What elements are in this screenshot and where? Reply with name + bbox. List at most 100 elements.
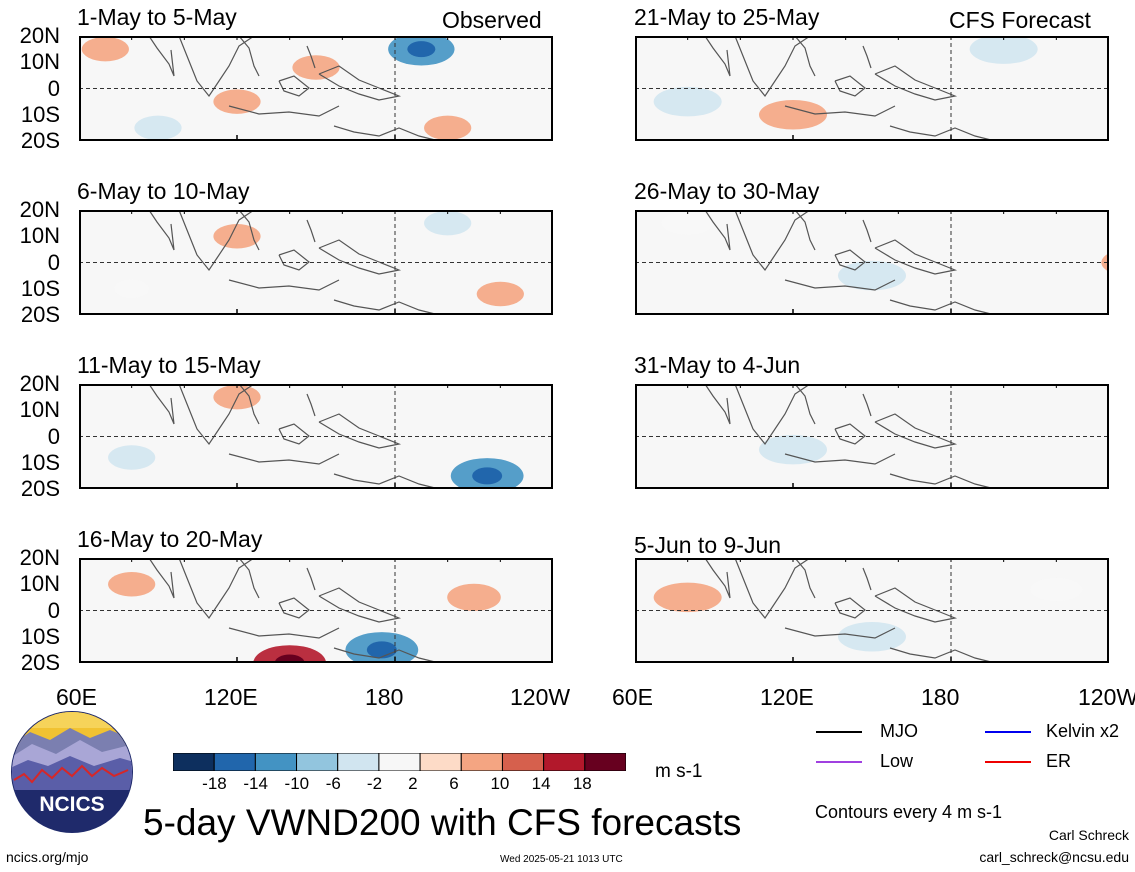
x-tick-60e-left: 60E [56, 684, 97, 710]
y-tick-label: 20N [19, 197, 60, 222]
anomaly-core [366, 641, 397, 659]
y-tick-label: 20S [20, 128, 60, 153]
colorbar-swatch [254, 752, 298, 772]
anomaly-core [407, 41, 436, 58]
coastline [734, 558, 811, 620]
y-tick-label: 10S [20, 623, 60, 649]
coastline [238, 558, 260, 599]
coastline [278, 423, 310, 445]
colorbar-swatch [543, 752, 586, 772]
y-tick-label: 0 [47, 75, 60, 101]
anomaly-blob [653, 86, 722, 117]
anomaly-blob [759, 99, 827, 130]
coastline [333, 473, 440, 489]
panel-frame [635, 558, 1109, 663]
coastline [148, 384, 175, 425]
coastline [178, 36, 255, 98]
coastline [306, 393, 316, 417]
legend-label-kelvin: Kelvin x2 [1046, 721, 1120, 741]
anomaly-blob [661, 211, 714, 235]
x-tick-180-right: 180 [921, 684, 960, 710]
anomaly-blob [253, 645, 327, 663]
anomaly-core [274, 654, 305, 663]
x-tick-180-left: 180 [365, 684, 404, 710]
logo-text: NCICS [39, 793, 104, 816]
panel-frame [635, 36, 1109, 141]
y-tick-label: 10S [20, 275, 60, 301]
coastline [306, 567, 316, 591]
panel-title-2: 6-May to 10-May [77, 178, 250, 204]
map-panel-3 [79, 384, 553, 489]
colorbar-tick-label: 18 [572, 774, 592, 793]
x-tick-120w-left: 120W [510, 684, 571, 710]
y-tick-label: 10S [20, 101, 60, 127]
coastline [333, 647, 440, 663]
footer-timestamp: Wed 2025-05-21 1013 UTC [500, 854, 623, 865]
observed-label: Observed [442, 7, 542, 33]
colorbar-tick-label: -2 [366, 774, 383, 793]
footer-email[interactable]: carl_schreck@ncsu.edu [979, 849, 1129, 865]
y-tick-label: 20N [19, 23, 60, 48]
colorbar-swatch [460, 752, 503, 772]
panel-title-3: 11-May to 15-May [77, 352, 261, 378]
colorbar-tick-label: 2 [408, 774, 418, 793]
coastline [228, 627, 340, 639]
coastline [238, 384, 260, 425]
anomaly-blob [838, 621, 906, 652]
coastline [148, 558, 175, 599]
footer-author: Carl Schreck [1048, 827, 1129, 843]
coastline [228, 279, 340, 291]
coastline [862, 393, 872, 417]
colorbar-units: m s-1 [655, 761, 703, 782]
legend-line-mjo [816, 731, 862, 733]
coastline [784, 279, 896, 291]
ncics-logo[interactable]: NCICS [10, 710, 134, 834]
colorbar-swatch [584, 752, 627, 772]
panel-frame [635, 210, 1109, 315]
coastline [306, 219, 316, 243]
colorbar-swatch [337, 752, 380, 772]
coastline [306, 45, 316, 69]
coastline [278, 249, 310, 271]
panel-frame [79, 384, 553, 489]
panel-frame [635, 384, 1109, 489]
coastline [794, 36, 816, 77]
y-tick-label: 10N [19, 571, 60, 597]
y-tick-label: 20S [20, 650, 60, 675]
footer-site[interactable]: ncics.org/mjo [6, 849, 89, 865]
anomaly-core [472, 467, 503, 485]
coastline [794, 210, 816, 251]
y-tick-label: 10N [19, 223, 60, 249]
x-tick-120e-left: 120E [204, 684, 258, 710]
coastline [794, 558, 816, 599]
coastline [704, 210, 731, 251]
coastline [228, 105, 340, 117]
anomaly-blob [134, 115, 182, 141]
y-tick-label: 20S [20, 476, 60, 501]
map-panel-2 [79, 210, 553, 315]
panel-title-5: 21-May to 25-May [634, 4, 820, 30]
x-tick-60e-right: 60E [612, 684, 653, 710]
anomaly-blob [759, 434, 827, 465]
legend-label-er: ER [1046, 751, 1072, 771]
coastline [704, 36, 731, 77]
coastline [734, 384, 811, 446]
panel-frame [79, 558, 553, 663]
coastline [834, 75, 866, 97]
colorbar-tick-label: -14 [243, 774, 268, 793]
coastline [889, 299, 996, 315]
map-panel-6 [635, 210, 1109, 315]
colorbar-swatch [419, 752, 462, 772]
coastline [278, 75, 310, 97]
coastline [862, 219, 872, 243]
panel-title-6: 26-May to 30-May [634, 178, 820, 204]
coastline [784, 105, 896, 117]
colorbar-swatch [501, 752, 545, 772]
anomaly-blob [108, 572, 156, 597]
coastline [178, 384, 255, 446]
forecast-label: CFS Forecast [949, 7, 1091, 33]
x-tick-120e-right: 120E [760, 684, 814, 710]
anomaly-blob [447, 583, 501, 611]
coastline [178, 558, 255, 620]
coastline [889, 473, 996, 489]
